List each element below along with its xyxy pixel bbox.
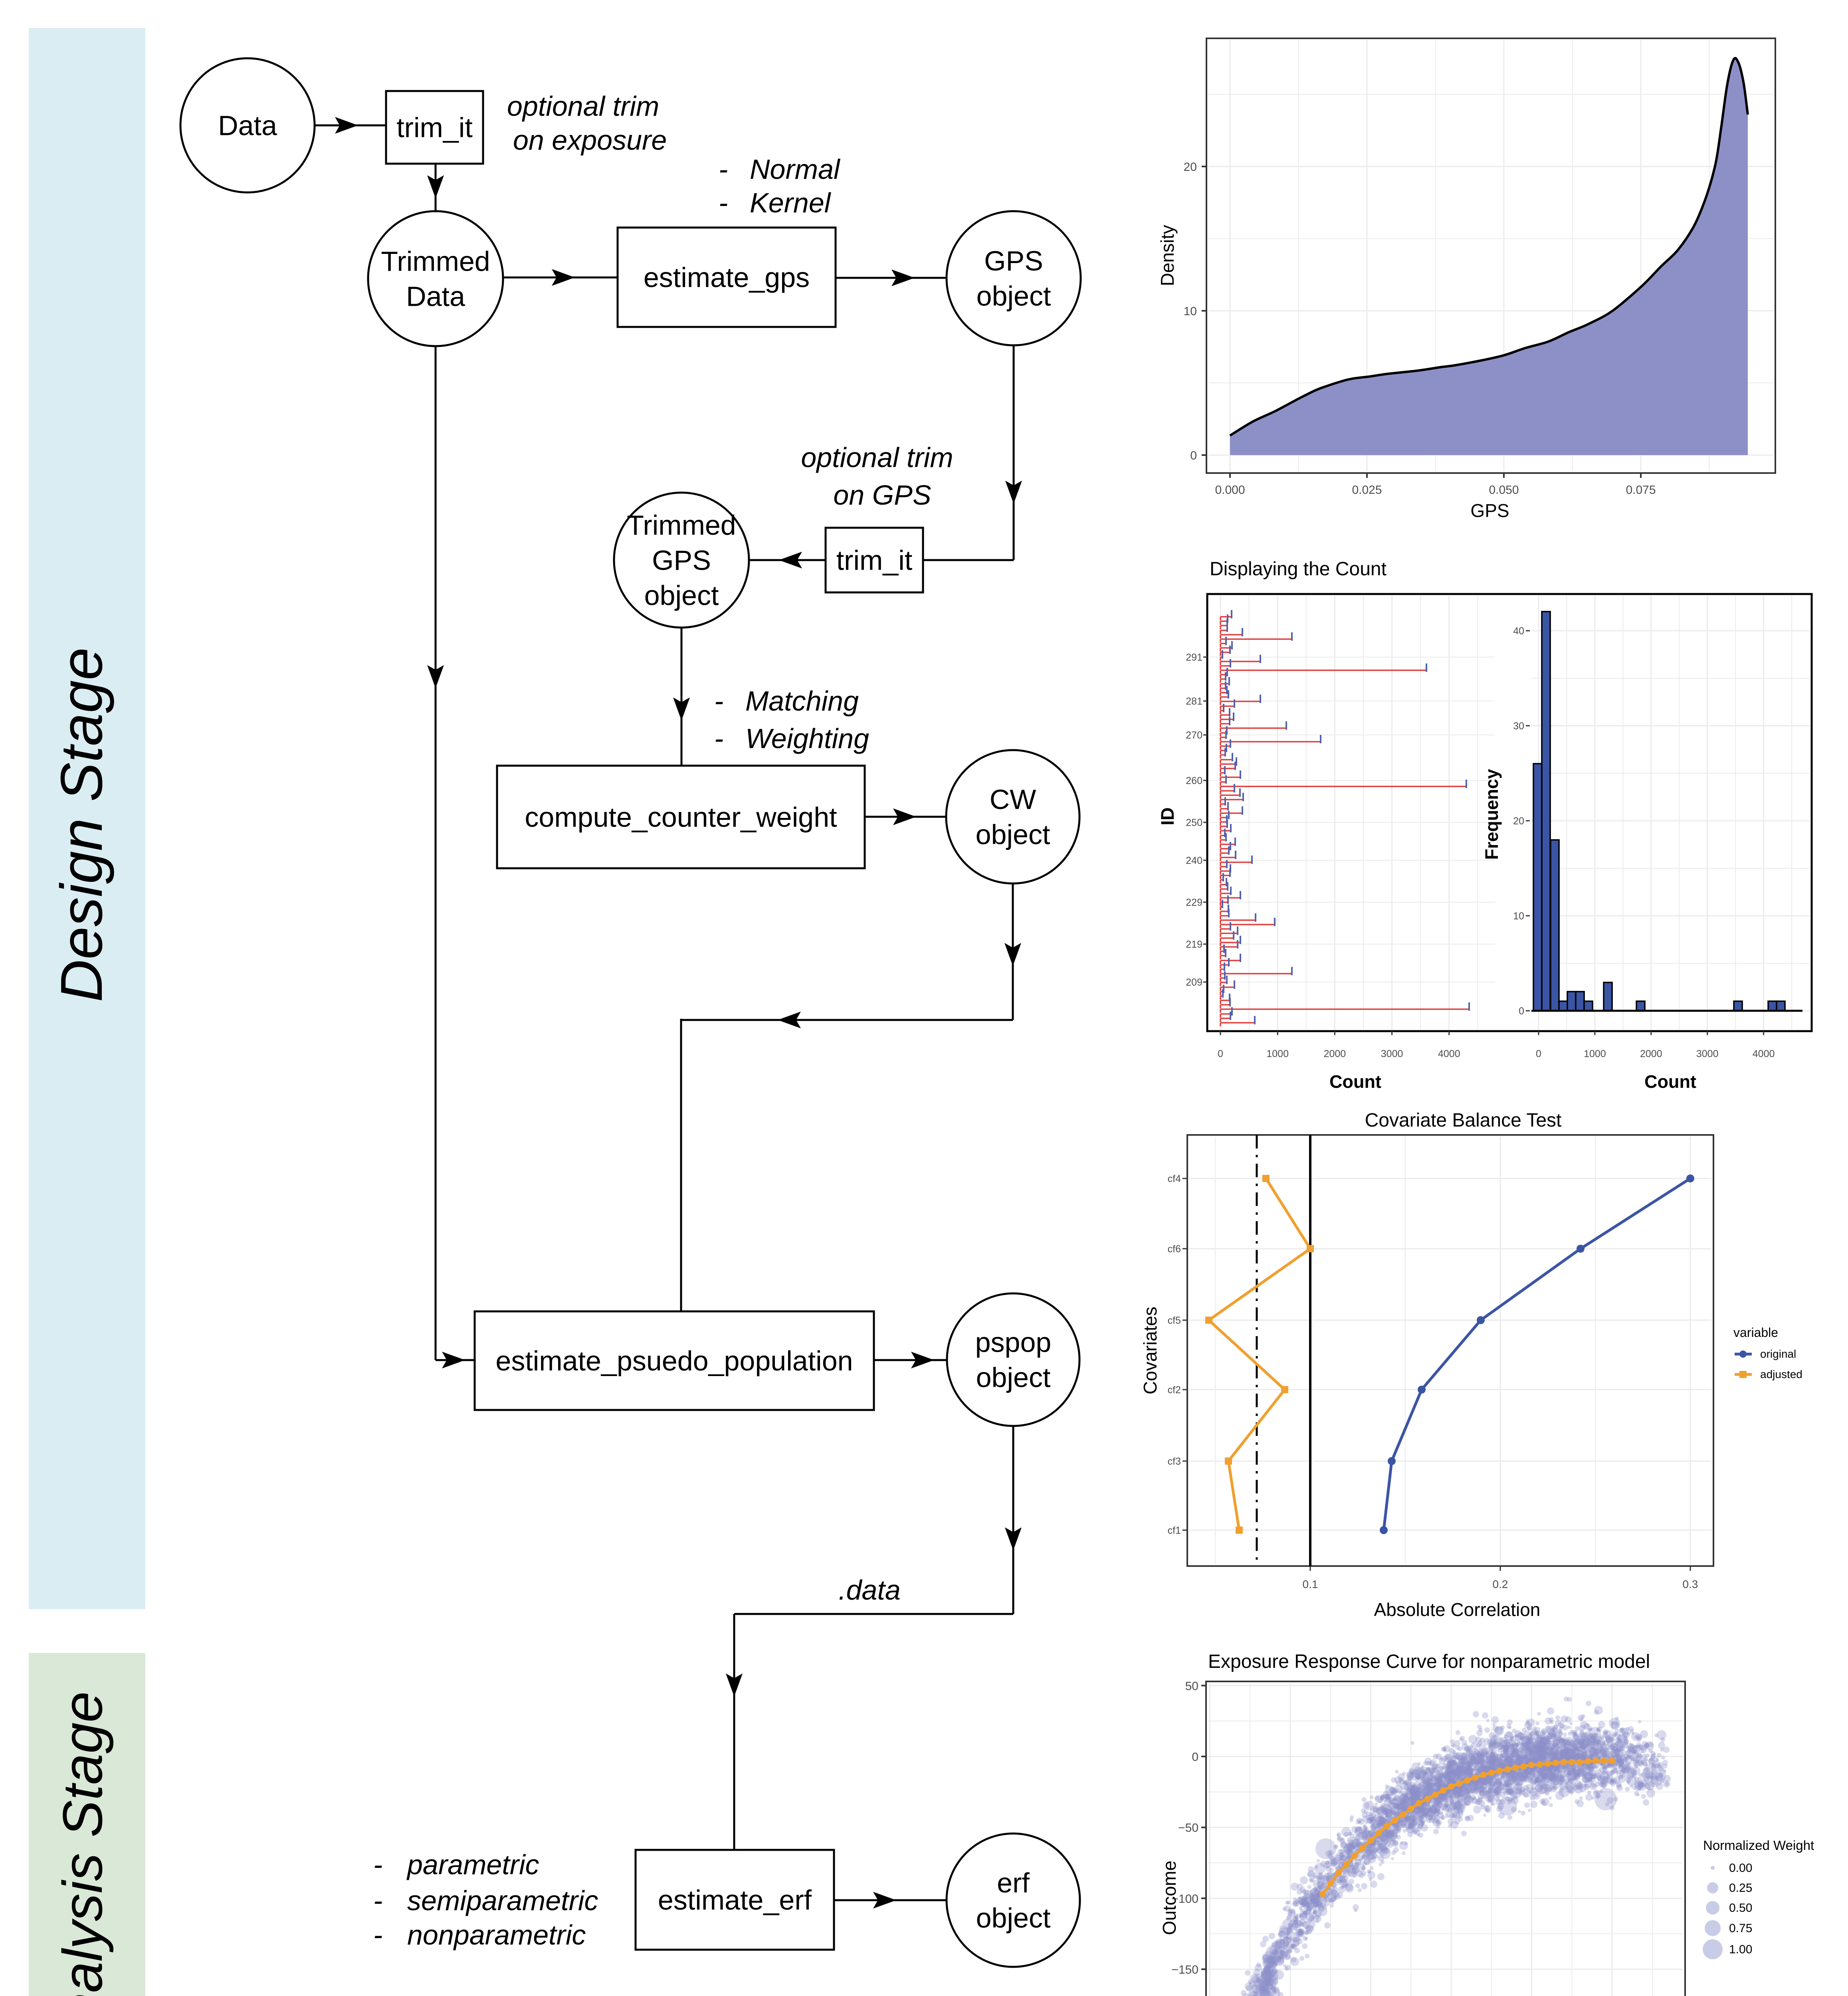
svg-text:estimate_erf: estimate_erf <box>658 1885 812 1916</box>
svg-text:object: object <box>976 1362 1051 1393</box>
svg-text:Covariate Balance Test: Covariate Balance Test <box>1365 1110 1562 1131</box>
svg-text:cf2: cf2 <box>1168 1384 1181 1396</box>
svg-text:-: - <box>719 187 728 218</box>
svg-text:0.000: 0.000 <box>1215 483 1245 497</box>
svg-text:281: 281 <box>1186 696 1202 707</box>
svg-text:GPS: GPS <box>1470 500 1509 521</box>
svg-text:1000: 1000 <box>1584 1048 1606 1059</box>
svg-text:erf: erf <box>997 1867 1030 1899</box>
svg-text:4000: 4000 <box>1753 1048 1775 1059</box>
svg-text:variable: variable <box>1733 1325 1778 1340</box>
svg-text:object: object <box>976 1903 1051 1934</box>
svg-text:-: - <box>719 154 728 185</box>
svg-text:-: - <box>373 1849 382 1880</box>
svg-text:original: original <box>1760 1348 1796 1360</box>
svg-text:Frequency: Frequency <box>1482 769 1502 860</box>
svg-text:CW: CW <box>990 784 1036 815</box>
svg-text:Count: Count <box>1644 1071 1696 1092</box>
svg-text:30: 30 <box>1513 721 1524 732</box>
svg-text:3000: 3000 <box>1696 1048 1719 1059</box>
svg-text:0.075: 0.075 <box>1626 483 1656 497</box>
svg-text:object: object <box>976 819 1050 850</box>
svg-text:-: - <box>373 1919 382 1950</box>
svg-text:0.025: 0.025 <box>1352 483 1382 497</box>
svg-text:0.050: 0.050 <box>1489 483 1519 497</box>
svg-text:0: 0 <box>1519 1006 1524 1017</box>
svg-text:object: object <box>976 281 1051 312</box>
svg-text:270: 270 <box>1186 730 1202 741</box>
svg-text:4000: 4000 <box>1438 1048 1460 1059</box>
svg-text:1000: 1000 <box>1266 1048 1289 1059</box>
svg-text:optional trim: optional trim <box>507 91 659 122</box>
svg-text:cf1: cf1 <box>1168 1525 1181 1536</box>
svg-text:0.3: 0.3 <box>1683 1578 1698 1590</box>
svg-text:cf4: cf4 <box>1168 1173 1181 1184</box>
svg-text:trim_it: trim_it <box>836 545 913 576</box>
svg-text:Density: Density <box>1157 225 1178 286</box>
svg-text:209: 209 <box>1186 977 1202 988</box>
svg-text:optional trim: optional trim <box>801 442 953 473</box>
svg-text:Normal: Normal <box>750 154 841 185</box>
svg-text:291: 291 <box>1186 652 1202 663</box>
svg-text:Trimmed: Trimmed <box>381 246 490 277</box>
svg-text:260: 260 <box>1186 775 1202 786</box>
svg-text:Exposure Response Curve for no: Exposure Response Curve for nonparametri… <box>1208 1651 1650 1672</box>
svg-text:estimate_psuedo_population: estimate_psuedo_population <box>495 1345 853 1376</box>
svg-text:adjusted: adjusted <box>1760 1368 1802 1380</box>
svg-text:object: object <box>644 580 719 611</box>
svg-text:on GPS: on GPS <box>833 479 931 511</box>
svg-text:40: 40 <box>1513 626 1524 637</box>
svg-text:Weighting: Weighting <box>745 723 869 754</box>
svg-text:20: 20 <box>1184 160 1197 174</box>
svg-text:trim_it: trim_it <box>396 112 473 143</box>
svg-text:.data: .data <box>838 1574 901 1606</box>
svg-text:Covariates: Covariates <box>1140 1307 1161 1394</box>
svg-text:240: 240 <box>1186 855 1202 866</box>
svg-text:2000: 2000 <box>1324 1048 1346 1059</box>
svg-text:Data: Data <box>218 110 277 141</box>
svg-text:3000: 3000 <box>1381 1048 1403 1059</box>
svg-text:GPS: GPS <box>652 545 711 576</box>
svg-text:cf6: cf6 <box>1168 1244 1181 1255</box>
svg-text:Analysis Stage: Analysis Stage <box>51 1691 114 1996</box>
svg-text:estimate_gps: estimate_gps <box>644 262 810 293</box>
svg-text:250: 250 <box>1186 817 1202 828</box>
svg-text:0.1: 0.1 <box>1303 1578 1318 1590</box>
svg-text:Absolute Correlation: Absolute Correlation <box>1374 1599 1541 1620</box>
svg-text:on exposure: on exposure <box>513 125 667 156</box>
svg-text:cf5: cf5 <box>1168 1315 1181 1326</box>
svg-text:GPS: GPS <box>984 246 1043 277</box>
svg-text:229: 229 <box>1186 897 1202 908</box>
svg-text:0: 0 <box>1536 1048 1541 1059</box>
svg-text:cf3: cf3 <box>1168 1456 1181 1467</box>
svg-text:Data: Data <box>406 281 465 312</box>
svg-text:-: - <box>373 1885 382 1916</box>
svg-text:Kernel: Kernel <box>750 187 832 218</box>
svg-text:Count: Count <box>1329 1071 1381 1092</box>
svg-text:20: 20 <box>1513 816 1524 827</box>
svg-text:Matching: Matching <box>745 685 859 717</box>
svg-text:pspop: pspop <box>975 1327 1052 1358</box>
svg-text:0.2: 0.2 <box>1493 1578 1508 1590</box>
svg-text:219: 219 <box>1186 939 1202 950</box>
svg-text:semiparametric: semiparametric <box>407 1885 598 1916</box>
svg-text:nonparametric: nonparametric <box>407 1919 586 1950</box>
svg-text:-: - <box>714 685 723 717</box>
svg-text:compute_counter_weight: compute_counter_weight <box>525 802 837 833</box>
svg-text:ID: ID <box>1157 808 1178 826</box>
svg-text:Trimmed: Trimmed <box>627 510 736 541</box>
svg-text:Design Stage: Design Stage <box>49 648 115 1002</box>
svg-text:parametric: parametric <box>406 1849 539 1880</box>
svg-text:0: 0 <box>1218 1048 1223 1059</box>
svg-text:2000: 2000 <box>1640 1048 1662 1059</box>
svg-text:0: 0 <box>1190 449 1197 462</box>
svg-text:10: 10 <box>1184 305 1197 318</box>
svg-text:Displaying the Count: Displaying the Count <box>1210 558 1386 580</box>
svg-text:10: 10 <box>1513 911 1524 922</box>
svg-text:-: - <box>714 723 723 754</box>
